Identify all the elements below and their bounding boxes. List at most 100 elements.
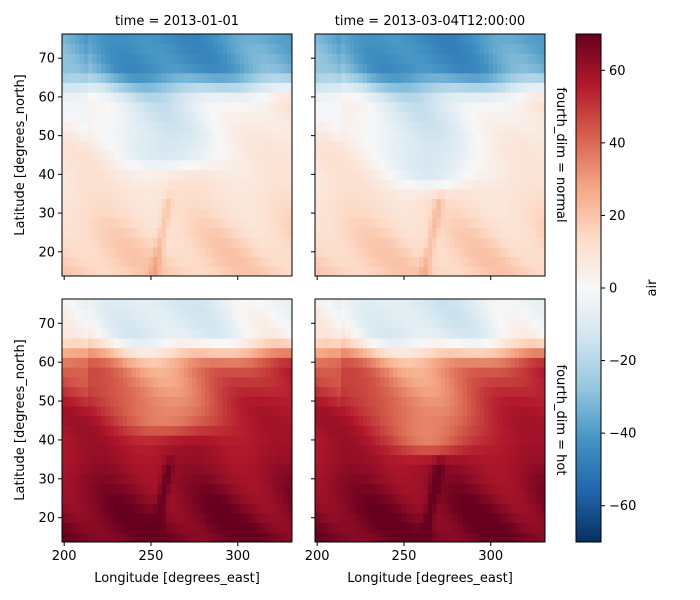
heatmap-cell [109,308,115,320]
heatmap-cell [265,396,271,407]
heatmap-cell [62,92,67,103]
heatmap-cell [453,63,459,74]
heatmap-cell [231,188,237,200]
heatmap-cell [367,179,373,190]
heatmap-cell [471,454,477,465]
heatmap-cell [62,425,67,436]
heatmap-cell [393,169,399,180]
heatmap-cell [265,299,271,310]
heatmap-cell [423,444,429,456]
heatmap-cell [315,198,320,209]
heatmap-cell [192,237,198,248]
heatmap-cell [345,82,351,93]
heatmap-cell [388,444,394,456]
heatmap-cell [96,357,102,368]
heatmap-cell [371,92,377,103]
heatmap-cell [287,347,292,358]
heatmap-cell [436,227,442,238]
heatmap-cell [523,198,529,209]
heatmap-cell [423,208,429,219]
heatmap-cell [406,169,412,180]
heatmap-cell [354,522,359,533]
heatmap-cell [375,150,381,161]
heatmap-cell [536,217,542,229]
heatmap-cell [384,357,390,368]
heatmap-cell [101,512,106,524]
heatmap-cell [274,299,280,310]
heatmap-cell [179,376,185,388]
heatmap-cell [70,493,76,504]
heatmap-cell [484,53,490,64]
heatmap-cell [122,217,128,229]
heatmap-cell [70,386,76,397]
heatmap-cell [209,347,215,358]
heatmap-cell [393,522,399,533]
heatmap-cell [257,92,263,103]
heatmap-cell [231,386,237,397]
heatmap-cell [109,266,115,276]
heatmap-cell [436,159,442,171]
heatmap-cell [83,376,89,388]
heatmap-cell [401,444,407,456]
heatmap-cell [427,188,433,200]
heatmap-cell [196,246,202,258]
heatmap-cell [354,43,359,54]
heatmap-cell [328,101,333,113]
heatmap-cell [484,376,490,388]
heatmap-cell [218,188,224,200]
heatmap-cell [96,522,102,533]
heatmap-cell [88,522,93,533]
heatmap-cell [127,237,133,248]
heatmap-cell [118,63,124,74]
heatmap-cell [183,256,189,267]
heatmap-cell [332,101,338,113]
heatmap-cell [196,435,202,446]
heatmap-cell [79,493,85,504]
heatmap-cell [213,318,219,329]
heatmap-cell [231,140,237,151]
heatmap-cell [336,208,342,219]
heatmap-cell [328,454,333,465]
heatmap-cell [122,82,128,93]
heatmap-cell [114,101,120,113]
heatmap-cell [501,246,507,258]
heatmap-cell [270,159,276,171]
heatmap-cell [105,318,111,329]
heatmap-cell [471,396,477,407]
heatmap-cell [479,92,485,103]
heatmap-cell [406,464,412,475]
heatmap-cell [88,43,93,54]
heatmap-cell [70,82,76,93]
heatmap-cell [244,367,250,378]
heatmap-cell [118,227,124,238]
heatmap-cell [62,246,67,258]
heatmap-cell [88,425,93,436]
heatmap-cell [287,444,292,456]
heatmap-cell [371,53,377,64]
heatmap-cell [179,198,185,209]
heatmap-cell [388,347,394,358]
heatmap-cell [410,522,416,533]
heatmap-cell [70,532,76,542]
heatmap-cell [205,208,211,219]
heatmap-cell [209,217,215,229]
heatmap-cell [488,159,494,171]
heatmap-cell [66,72,72,83]
heatmap-cell [179,493,185,504]
heatmap-cell [453,396,459,407]
heatmap-cell [75,43,80,54]
heatmap-cell [222,454,228,465]
heatmap-cell [226,101,232,113]
heatmap-cell [375,328,381,339]
heatmap-cell [423,101,429,113]
heatmap-cell [187,473,193,485]
heatmap-cell [283,473,289,485]
heatmap-cell [192,82,198,93]
heatmap-cell [278,140,284,151]
heatmap-cell [436,435,442,446]
panel-normal-2013-03-04 [314,33,546,277]
heatmap-cell [518,159,524,171]
heatmap-cell [257,188,263,200]
heatmap-cell [170,179,176,190]
heatmap-cell [239,503,245,514]
